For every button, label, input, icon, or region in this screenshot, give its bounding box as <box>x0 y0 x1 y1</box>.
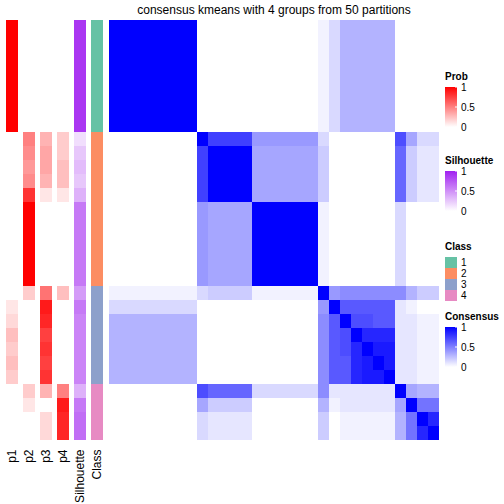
svg-text:Class: Class <box>90 450 104 480</box>
svg-text:1: 1 <box>461 322 467 333</box>
svg-text:Prob: Prob <box>445 71 468 82</box>
svg-text:4: 4 <box>461 290 467 301</box>
svg-text:0.5: 0.5 <box>461 186 475 197</box>
svg-text:p3: p3 <box>39 449 53 463</box>
svg-text:Class: Class <box>445 241 472 252</box>
html-text:consensus kmeans with 4 groups: consensus kmeans with 4 groups from 50 p… <box>137 3 411 17</box>
svg-text:p1: p1 <box>5 449 19 463</box>
svg-text:1: 1 <box>461 166 467 177</box>
svg-text:2: 2 <box>461 268 467 279</box>
svg-text:0.5: 0.5 <box>461 342 475 353</box>
svg-text:p2: p2 <box>22 449 36 463</box>
svg-text:1: 1 <box>461 82 467 93</box>
svg-text:1: 1 <box>461 257 467 268</box>
svg-text:0: 0 <box>461 362 467 373</box>
svg-text:Silhouette: Silhouette <box>445 155 494 166</box>
svg-text:0.5: 0.5 <box>461 102 475 113</box>
svg-text:3: 3 <box>461 279 467 290</box>
svg-text:p4: p4 <box>56 449 70 463</box>
svg-text:0: 0 <box>461 206 467 217</box>
svg-text:0: 0 <box>461 122 467 133</box>
svg-text:Consensus: Consensus <box>445 311 499 322</box>
svg-text:Silhouette: Silhouette <box>73 449 87 503</box>
